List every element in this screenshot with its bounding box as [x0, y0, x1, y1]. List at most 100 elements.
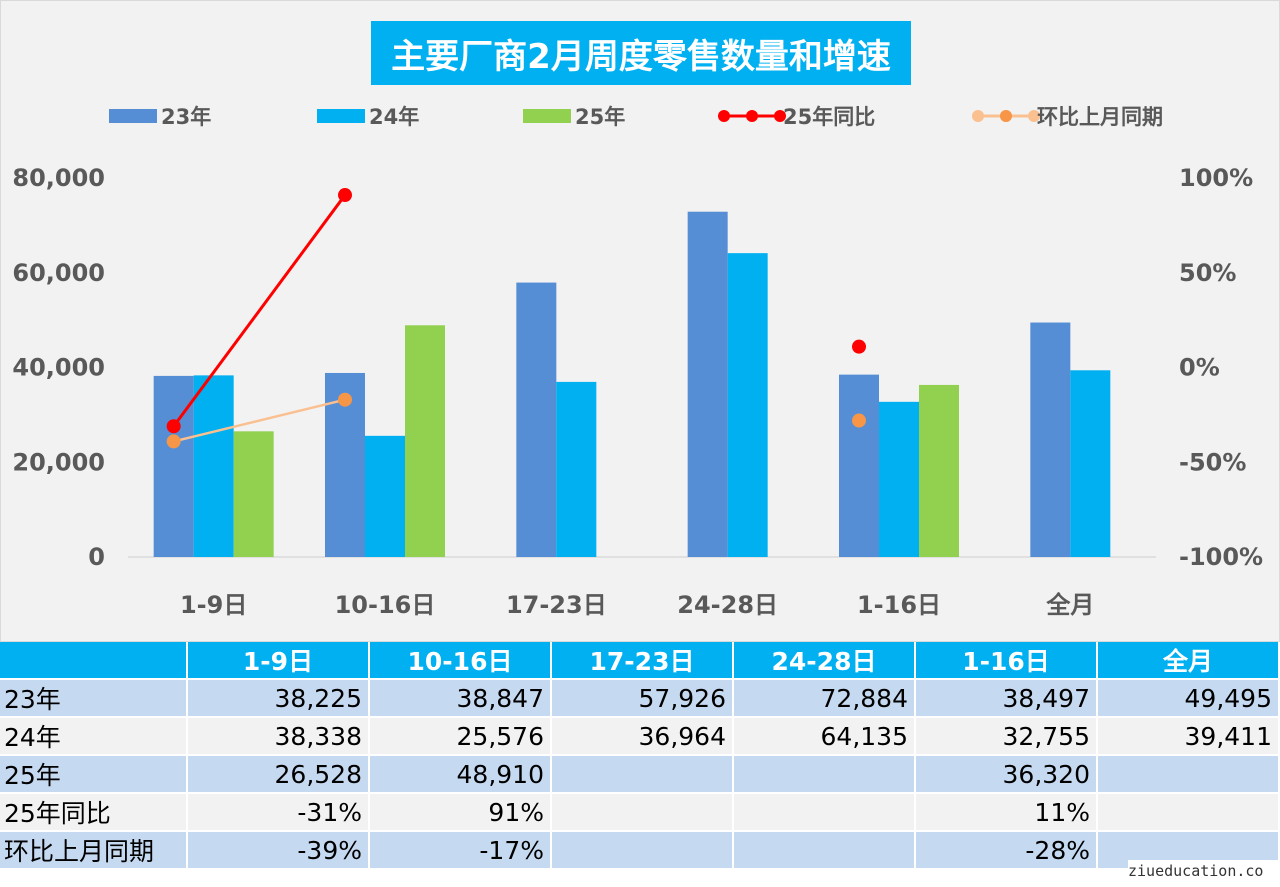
table-cell	[1098, 794, 1280, 832]
table-cell: 25,576	[370, 718, 552, 756]
table-header-cell: 24-28日	[734, 642, 916, 680]
legend-swatch-24年	[317, 109, 365, 123]
table-cell: 49,495	[1098, 680, 1280, 718]
legend-label: 24年	[369, 105, 419, 129]
legend-marker-环比上月同期	[1028, 110, 1040, 122]
right-axis-tick-label: -100%	[1179, 543, 1263, 571]
category-label: 全月	[1045, 591, 1094, 619]
line-segment-环比上月同期	[173, 398, 346, 443]
table-cell: 91%	[370, 794, 552, 832]
table-cell	[734, 832, 916, 870]
bar-23年	[839, 374, 879, 557]
table-row: 24年 38,338 25,576 36,964 64,135 32,755 3…	[0, 718, 1280, 756]
legend-marker-25年同比	[746, 110, 758, 122]
watermark: ziueducation.co	[1128, 860, 1280, 882]
table-cell: 38,225	[188, 680, 370, 718]
category-label: 17-23日	[506, 591, 607, 619]
bar-24年	[1070, 370, 1111, 557]
table-cell: 38,338	[188, 718, 370, 756]
table-cell: 11%	[916, 794, 1098, 832]
legend-marker-25年同比	[774, 110, 786, 122]
table-cell	[1098, 756, 1280, 794]
bar-24年	[727, 253, 768, 557]
table-header-cell: 10-16日	[370, 642, 552, 680]
legend-swatch-25年	[523, 109, 571, 123]
left-axis-tick-label: 40,000	[12, 354, 105, 382]
bar-25年	[919, 384, 959, 557]
table-cell: 64,135	[734, 718, 916, 756]
table-cell	[734, 794, 916, 832]
right-axis-tick-label: 50%	[1179, 259, 1236, 287]
table-cell: 36,964	[552, 718, 734, 756]
table-cell: -28%	[916, 832, 1098, 870]
legend-marker-环比上月同期	[972, 110, 984, 122]
category-label: 24-28日	[677, 591, 778, 619]
chart-svg: 80,000 60,000 40,000 20,000 0 100% 50% 0% -50% -1…	[12, 105, 1263, 619]
table-row: 23年 38,225 38,847 57,926 72,884 38,497 4…	[0, 680, 1280, 718]
table-header-cell: 1-16日	[916, 642, 1098, 680]
left-axis-tick-label: 20,000	[12, 448, 105, 476]
table-header-corner	[0, 642, 188, 680]
row-label: 环比上月同期	[0, 832, 188, 870]
category-label: 10-16日	[335, 591, 436, 619]
legend-label: 25年	[575, 105, 625, 129]
legend-marker-25年同比	[718, 110, 730, 122]
table-header-cell: 全月	[1098, 642, 1280, 680]
table-cell	[552, 756, 734, 794]
table-cell: 26,528	[188, 756, 370, 794]
left-axis-tick-label: 60,000	[12, 259, 105, 287]
bar-23年	[516, 282, 557, 557]
bar-23年	[153, 375, 194, 557]
point-25年同比	[338, 188, 352, 203]
table-cell: 57,926	[552, 680, 734, 718]
table-cell: -17%	[370, 832, 552, 870]
point-环比上月同期	[852, 413, 866, 428]
table-row: 25年同比 -31% 91% 11%	[0, 794, 1280, 832]
left-axis-tick-label: 80,000	[12, 164, 105, 192]
bar-25年	[233, 431, 274, 557]
table-row: 25年 26,528 48,910 36,320	[0, 756, 1280, 794]
legend-label: 环比上月同期	[1037, 105, 1163, 129]
table-header-row: 1-9日 10-16日 17-23日 24-28日 1-16日 全月	[0, 642, 1280, 680]
row-label: 24年	[0, 718, 188, 756]
table-cell: 38,847	[370, 680, 552, 718]
table-cell: 39,411	[1098, 718, 1280, 756]
table-header-cell: 1-9日	[188, 642, 370, 680]
table-cell: -31%	[188, 794, 370, 832]
row-label: 25年同比	[0, 794, 188, 832]
bar-24年	[365, 435, 405, 557]
table-cell: 72,884	[734, 680, 916, 718]
table-row: 环比上月同期 -39% -17% -28%	[0, 832, 1280, 870]
table-cell	[552, 794, 734, 832]
table-cell: 38,497	[916, 680, 1098, 718]
right-axis-tick-label: 0%	[1179, 354, 1220, 382]
chart-area: 主要厂商2月周度零售数量和增速 80,000 60,000 40,000 20,000…	[0, 0, 1280, 642]
data-table: 1-9日 10-16日 17-23日 24-28日 1-16日 全月 23年 3…	[0, 642, 1280, 870]
table-cell: 48,910	[370, 756, 552, 794]
point-25年同比	[852, 339, 866, 354]
right-axis-tick-label: 100%	[1179, 164, 1253, 192]
bar-25年	[405, 325, 445, 557]
bar-23年	[1030, 322, 1071, 557]
legend-swatch-23年	[109, 109, 157, 123]
right-axis-tick-label: -50%	[1179, 448, 1246, 476]
bar-24年	[879, 401, 919, 557]
legend-marker-环比上月同期	[1000, 110, 1012, 122]
table-header-cell: 17-23日	[552, 642, 734, 680]
point-环比上月同期	[338, 392, 352, 407]
chart-title: 主要厂商2月周度零售数量和增速	[371, 21, 911, 85]
row-label: 25年	[0, 756, 188, 794]
legend-label: 25年同比	[783, 105, 875, 129]
category-label: 1-16日	[857, 591, 941, 619]
legend-label: 23年	[161, 105, 211, 129]
category-label: 1-9日	[180, 591, 247, 619]
line-segment-25年同比	[172, 194, 347, 428]
table-cell: 36,320	[916, 756, 1098, 794]
bar-24年	[193, 375, 234, 557]
point-环比上月同期	[166, 434, 181, 449]
bar-24年	[556, 381, 597, 557]
left-axis-tick-label: 0	[88, 543, 105, 571]
table-cell	[552, 832, 734, 870]
point-25年同比	[166, 419, 181, 434]
table-cell	[734, 756, 916, 794]
